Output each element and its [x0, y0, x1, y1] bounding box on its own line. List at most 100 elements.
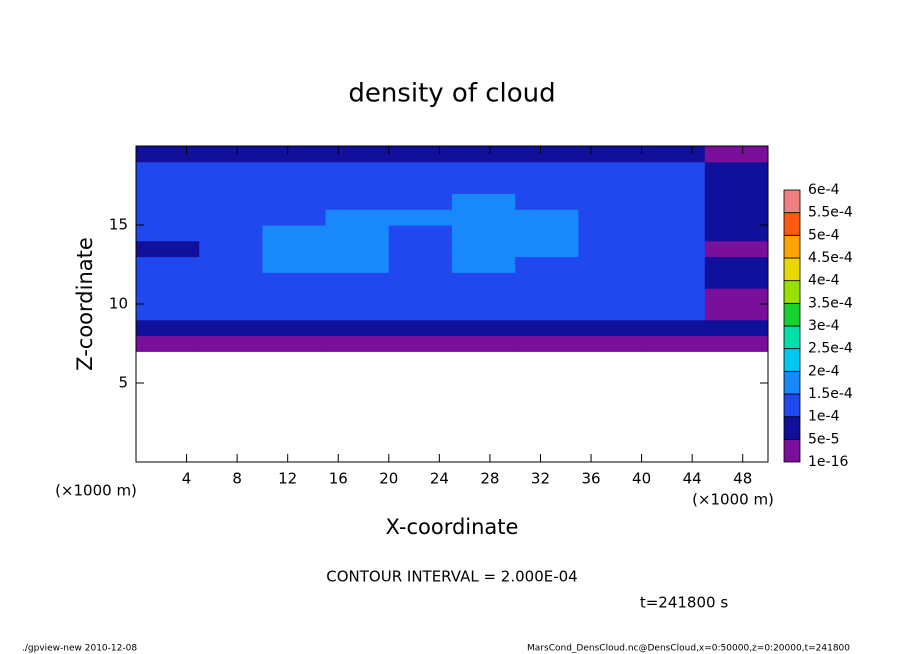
heat-cell	[325, 161, 390, 179]
heat-cell	[262, 272, 327, 289]
x-tick-label: 24	[430, 470, 449, 488]
heat-cell	[262, 304, 327, 321]
heat-cell	[578, 225, 643, 242]
heat-cell	[704, 272, 769, 289]
heat-cell	[515, 146, 579, 163]
heat-cell	[262, 225, 327, 242]
colorbar-label: 3e-4	[808, 318, 840, 334]
heat-cell	[136, 319, 200, 337]
heat-cell	[325, 146, 390, 163]
heat-cell	[641, 225, 706, 242]
heat-cell	[325, 193, 390, 210]
heat-cell	[704, 304, 769, 321]
heat-cell	[199, 209, 263, 226]
heat-cell	[704, 256, 769, 273]
heat-cell	[452, 319, 516, 337]
heat-cell	[325, 209, 390, 226]
heat-cell	[325, 272, 390, 289]
heat-cell	[641, 146, 706, 163]
heat-cell	[388, 209, 453, 226]
heat-cell	[515, 177, 579, 194]
x-tick-label: 36	[581, 470, 600, 488]
heat-cell	[199, 225, 263, 242]
heat-cell	[199, 288, 263, 305]
y-unit: (×1000 m)	[55, 482, 137, 500]
colorbar-label: 5.5e-4	[808, 205, 853, 221]
heat-cell	[578, 209, 643, 226]
x-tick-label: 8	[232, 470, 242, 488]
heat-cell	[325, 304, 390, 321]
heat-cell	[262, 177, 327, 194]
heat-cell	[388, 288, 453, 305]
heat-cell	[641, 209, 706, 226]
heat-cell	[262, 256, 327, 273]
heat-cell	[578, 146, 643, 163]
heat-cell	[199, 304, 263, 321]
heat-cell	[262, 240, 327, 258]
colorbar-label: 5e-5	[808, 431, 839, 447]
x-tick-label: 44	[683, 470, 702, 488]
heat-cell	[136, 209, 200, 226]
y-tick-label: 10	[109, 295, 128, 313]
heat-cell	[388, 256, 453, 273]
x-tick-label: 16	[329, 470, 348, 488]
heat-cell	[136, 272, 200, 289]
heat-cell	[704, 240, 769, 258]
colorbar-label: 2e-4	[808, 363, 840, 379]
heat-cell	[325, 240, 390, 258]
colorbar-box	[783, 302, 801, 327]
heat-cell	[199, 240, 263, 258]
heat-cell	[641, 193, 706, 210]
heat-cell	[199, 161, 263, 179]
heat-cell	[515, 272, 579, 289]
y-axis-label: Z-coordinate	[73, 237, 97, 371]
colorbar-box	[783, 438, 801, 463]
colorbar-box	[783, 212, 801, 236]
heat-cell	[452, 161, 516, 179]
heat-cell	[578, 240, 643, 258]
x-unit: (×1000 m)	[692, 491, 774, 509]
heat-cell	[578, 256, 643, 273]
heat-cell	[704, 161, 769, 179]
heat-cell	[262, 193, 327, 210]
colorbar-box	[783, 234, 801, 259]
colorbar-label: 1e-4	[808, 409, 840, 425]
colorbar-box	[783, 348, 801, 372]
x-tick-label: 32	[531, 470, 550, 488]
heat-cell	[578, 319, 643, 337]
colorbar-box	[783, 189, 801, 214]
heat-cell	[704, 177, 769, 194]
heat-cell	[515, 193, 579, 210]
heat-cell	[388, 161, 453, 179]
colorbar-box	[783, 370, 801, 395]
footer-right: MarsCond_DensCloud.nc@DensCloud,x=0:5000…	[527, 644, 850, 654]
heat-cell	[578, 288, 643, 305]
heat-cell	[641, 335, 706, 352]
heat-cell	[199, 319, 263, 337]
heat-cell	[199, 177, 263, 194]
heat-cell	[452, 272, 516, 289]
heat-cell	[388, 225, 453, 242]
heat-cell	[136, 146, 200, 163]
chart-title: density of cloud	[348, 79, 555, 109]
heat-cell	[515, 319, 579, 337]
colorbar-label: 6e-4	[808, 182, 840, 198]
heat-cell	[199, 335, 263, 352]
heat-cell	[641, 256, 706, 273]
heat-cell	[452, 335, 516, 352]
heat-cell	[578, 272, 643, 289]
colorbar-label: 4e-4	[808, 273, 840, 289]
heat-cell	[515, 288, 579, 305]
heat-cell	[388, 319, 453, 337]
heat-cell	[388, 335, 453, 352]
colorbar-label: 2.5e-4	[808, 341, 853, 357]
heat-cell	[388, 272, 453, 289]
heat-cell	[325, 177, 390, 194]
heat-cell	[515, 161, 579, 179]
y-tick-label: 15	[109, 216, 128, 234]
heat-cell	[136, 193, 200, 210]
x-tick-label: 12	[278, 470, 297, 488]
heat-cell	[452, 240, 516, 258]
heat-cell	[704, 193, 769, 210]
heat-cell	[199, 146, 263, 163]
